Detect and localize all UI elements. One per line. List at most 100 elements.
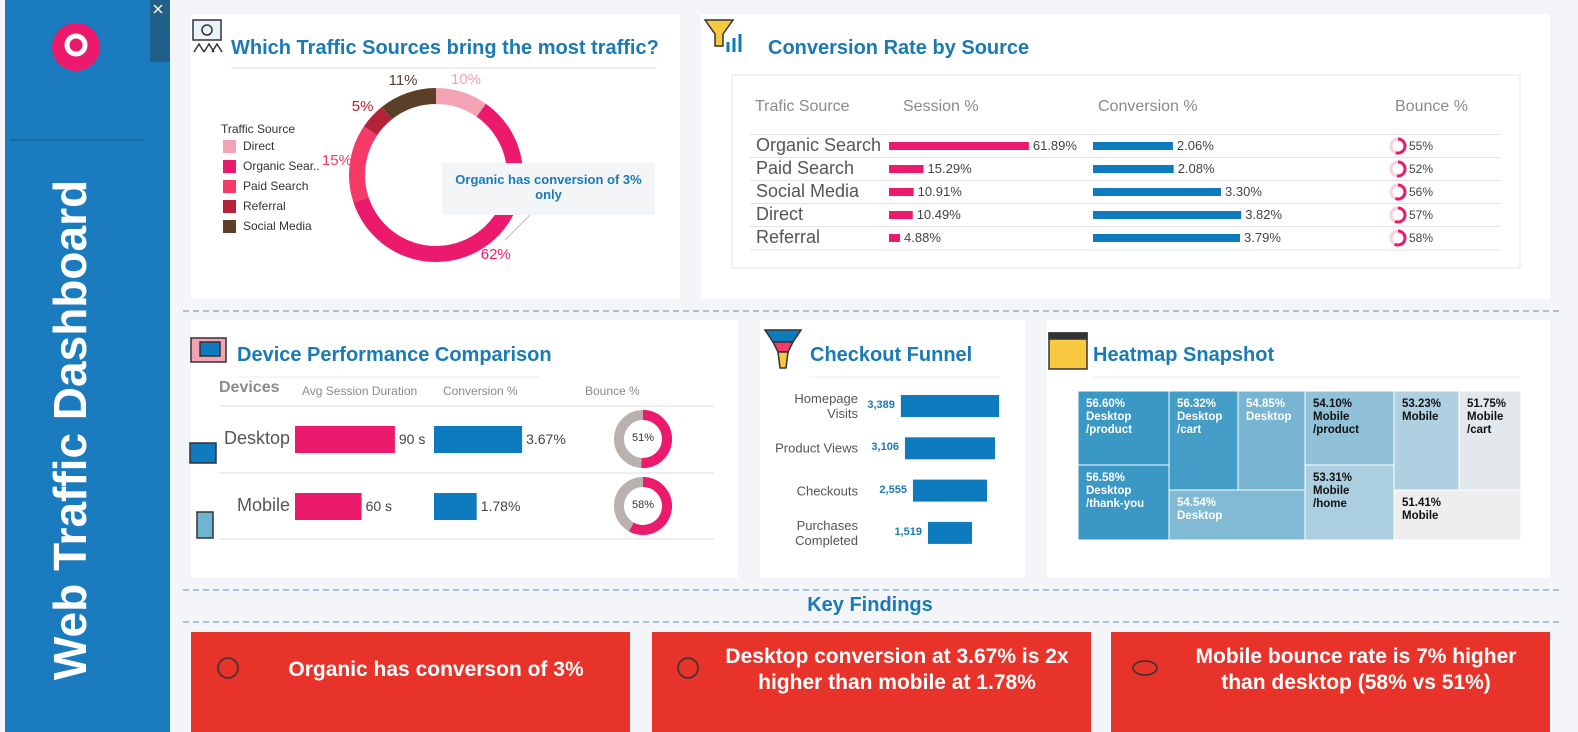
funnel-bar: [912, 479, 988, 502]
bar: [1093, 211, 1242, 219]
legend-swatch: [223, 180, 236, 193]
bar: [889, 188, 914, 196]
sidebar-title: Web Traffic Dashboard: [44, 180, 96, 680]
data-label: 2.06%: [1176, 138, 1214, 153]
ring-arc: [1396, 160, 1407, 178]
bar: [434, 426, 523, 453]
data-label: 1,519: [894, 525, 922, 538]
column-header: Trafic Source: [755, 98, 850, 115]
data-label: 52%: [1409, 162, 1434, 176]
legend-title: Traffic Source: [221, 122, 296, 136]
column-header: Bounce %: [585, 384, 640, 398]
close-icon[interactable]: [153, 4, 163, 14]
sidebar: [5, 0, 170, 732]
annotation-leader: [504, 214, 531, 241]
cell-label: Mobile /product: [1313, 411, 1359, 436]
logo: [52, 23, 100, 71]
heatmap-cell: [1393, 390, 1460, 491]
legend-label: Organic Sear..: [243, 159, 320, 173]
cell-value: 54.54%: [1177, 497, 1217, 509]
donut-slice: [363, 106, 393, 136]
cell-label: Mobile: [1402, 510, 1439, 522]
column-header: Conversion %: [1098, 98, 1198, 115]
bar: [1093, 142, 1173, 150]
bar: [1093, 165, 1174, 173]
finding-text: Mobile bounce rate is 7% higher than des…: [1195, 645, 1517, 694]
data-label: 3.30%: [1225, 184, 1262, 199]
data-label: 3,106: [871, 441, 899, 454]
data-label: 10.91%: [917, 184, 962, 199]
data-label: 58%: [631, 499, 655, 511]
heatmap-cell: [1077, 464, 1170, 541]
data-label: 2,555: [879, 483, 907, 496]
bar: [889, 234, 901, 242]
icon: [189, 19, 1158, 679]
legend-swatch: [223, 160, 236, 173]
row-label: Product Views: [775, 440, 858, 456]
column-header: Bounce %: [1395, 98, 1468, 115]
finding-card: [191, 632, 630, 732]
ring-arc: [1393, 229, 1407, 247]
donut-slice: [353, 103, 523, 262]
heatmap-cell: [1393, 489, 1522, 541]
cell-label: Mobile /home: [1313, 485, 1350, 510]
cell-label: Desktop /cart: [1177, 411, 1223, 436]
cell-value: 56.60%: [1086, 398, 1126, 410]
legend-label: Paid Search: [243, 179, 309, 193]
row-label: Checkouts: [796, 483, 858, 499]
row-label: Desktop: [223, 428, 290, 448]
panel-title: Device Performance Comparison: [237, 344, 552, 366]
bar: [889, 211, 913, 219]
pane-controls[interactable]: [150, 0, 170, 62]
row-label: Mobile: [236, 495, 290, 515]
cell-value: 53.31%: [1313, 472, 1353, 484]
cell-label: Mobile: [1402, 411, 1439, 423]
data-label: 3.67%: [526, 431, 566, 447]
data-label: 3.79%: [1244, 230, 1281, 245]
heatmap-cell: [1458, 390, 1522, 491]
bar: [889, 142, 1029, 150]
ring-arc: [1394, 206, 1407, 224]
data-label: 51%: [631, 432, 655, 444]
finding-text: Desktop conversion at 3.67% is 2x higher…: [725, 645, 1069, 694]
data-label: 56%: [1409, 185, 1434, 199]
logo-mark: [64, 33, 88, 57]
bar: [295, 493, 362, 520]
bar: [295, 426, 395, 453]
legend-label: Social Media: [243, 219, 312, 233]
cell-value: 54.10%: [1313, 398, 1353, 410]
row-label: Organic Search: [756, 135, 882, 155]
row-label: Social Media: [756, 181, 860, 201]
data-label: 90 s: [398, 431, 426, 447]
cell-value: 51.75%: [1467, 398, 1507, 410]
finding-card: [652, 632, 1091, 732]
ring-arc: [1394, 183, 1407, 201]
legend-swatch: [223, 220, 236, 233]
panel-title: Checkout Funnel: [810, 344, 973, 366]
data-label: 5%: [351, 98, 374, 116]
bar: [434, 493, 477, 520]
cell-label: Desktop /thank-you: [1086, 485, 1145, 510]
row-label: Direct: [756, 204, 804, 224]
legend-swatch: [223, 200, 236, 213]
ring-arc: [641, 410, 672, 468]
panel-title: Heatmap Snapshot: [1093, 344, 1275, 366]
column-header: Devices: [219, 379, 280, 396]
data-label: 15.29%: [927, 161, 972, 176]
panel-title: Which Traffic Sources bring the most tra…: [231, 37, 659, 59]
data-label: 4.88%: [904, 230, 941, 245]
donut-slice: [349, 126, 378, 203]
row-label: Homepage Visits: [794, 391, 858, 421]
bar: [1093, 234, 1241, 242]
legend-label: Referral: [243, 199, 286, 213]
row-label: Purchases Completed: [795, 517, 858, 548]
ring-arc: [1395, 137, 1407, 155]
data-label: 1.78%: [480, 498, 521, 514]
section-title: Key Findings: [807, 594, 933, 616]
data-label: 62%: [480, 246, 511, 264]
column-header: Session %: [903, 98, 979, 115]
column-header: Conversion %: [443, 384, 518, 398]
annotation: Organic has conversion of 3% only: [455, 172, 642, 202]
data-label: 60 s: [365, 498, 393, 514]
